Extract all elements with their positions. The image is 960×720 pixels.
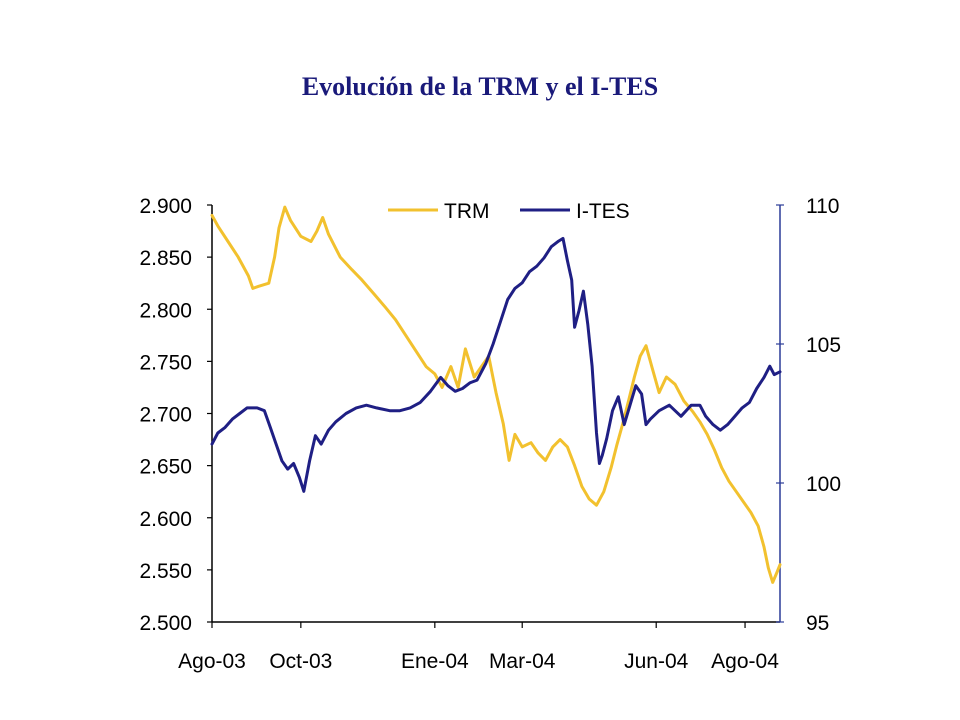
x-tick-label: Jun-04	[624, 650, 689, 673]
axes: 2.500 2.550 2.600 2.650 2.700 2.750 2.800 2.850…	[139, 195, 841, 673]
y-right-tick-label: 100	[806, 473, 841, 496]
series-lines	[210, 205, 782, 584]
y-right-tick-label: 110	[806, 195, 839, 218]
y-left-tick-label: 2.750	[139, 351, 192, 374]
x-tick-label: Ago-03	[178, 650, 246, 673]
y-left-tick-label: 2.700	[139, 404, 192, 427]
x-tick-label: Oct-03	[269, 650, 332, 673]
x-tick-label: Ago-04	[711, 650, 779, 673]
y-left-tick-label: 2.550	[139, 560, 192, 583]
x-tick-label: Mar-04	[489, 650, 556, 673]
y-left-tick-label: 2.900	[139, 195, 192, 218]
y-right-tick-label: 105	[806, 334, 841, 357]
x-tick-label: Ene-04	[401, 650, 469, 673]
y-left-tick-label: 2.600	[139, 508, 192, 531]
series-line-trm	[210, 205, 782, 584]
y-left-tick-label: 2.500	[139, 612, 192, 635]
page-title: Evolución de la TRM y el I-TES	[301, 72, 659, 101]
y-left-tick-label: 2.800	[139, 299, 192, 322]
legend-label: I-TES	[576, 200, 630, 223]
series-line-i-tes	[210, 236, 782, 493]
legend-label: TRM	[444, 200, 490, 223]
y-right-tick-label: 95	[806, 612, 829, 635]
y-left-tick-label: 2.650	[139, 456, 192, 479]
legend: TRM I-TES	[388, 200, 630, 223]
y-left-tick-label: 2.850	[139, 247, 192, 270]
